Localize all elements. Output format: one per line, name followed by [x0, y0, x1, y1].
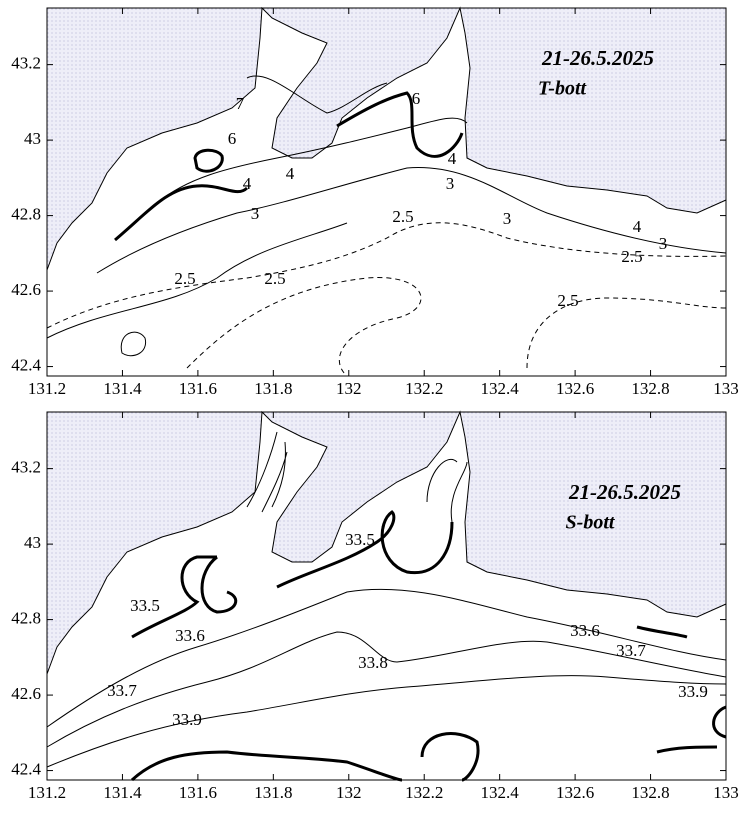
contour-line	[246, 431, 288, 513]
contour-label: 33.8	[358, 653, 388, 672]
x-tick-label: 131.2	[28, 783, 66, 802]
contour-label: 4	[448, 149, 457, 168]
contour-label: 33.9	[678, 682, 708, 701]
contour-line	[420, 732, 480, 782]
contour-line	[46, 675, 727, 768]
y-tick-label: 43	[24, 533, 41, 552]
contour-label: 2.5	[621, 247, 642, 266]
y-tick-label: 42.8	[11, 608, 41, 627]
contour-label: 4	[633, 217, 642, 236]
contour-line	[193, 148, 224, 173]
y-tick-label: 42.6	[11, 684, 41, 703]
contour-line	[46, 222, 348, 339]
contour-label: 4	[243, 174, 252, 193]
map-panel: 33.5 33.6 33.7 33.9 33.8 33.5 33.6 33.7 33.9 21-2…	[11, 410, 739, 802]
land	[46, 6, 727, 271]
contour-line	[46, 631, 727, 748]
panel-title: 21-26.5.2025	[568, 480, 681, 504]
contour-label: 7	[236, 94, 245, 113]
contour-label: 3	[503, 209, 512, 228]
contour-label: 2.5	[174, 269, 195, 288]
x-tick-label: 132.6	[556, 379, 594, 398]
contour-line	[130, 750, 403, 782]
contour-label: 2.5	[557, 291, 578, 310]
x-tick-label: 132.2	[405, 379, 443, 398]
contour-label: 4	[286, 164, 295, 183]
x-tick-label: 133	[713, 783, 739, 802]
y-tick-label: 42.8	[11, 204, 41, 223]
x-tick-label: 131.8	[254, 379, 292, 398]
land	[46, 410, 727, 675]
contour-line	[96, 167, 727, 274]
panel-title: 21-26.5.2025	[541, 46, 654, 70]
x-tick-label: 131.2	[28, 379, 66, 398]
x-tick-label: 132.6	[556, 783, 594, 802]
contour-label: 33.7	[107, 681, 137, 700]
y-tick-label: 43.2	[11, 458, 41, 477]
contour-label: 6	[228, 129, 237, 148]
contour-line	[656, 705, 727, 754]
x-tick-label: 132	[336, 379, 362, 398]
contour-line	[526, 297, 727, 369]
x-tick-label: 131.6	[179, 379, 217, 398]
x-tick-label: 132	[336, 783, 362, 802]
y-tick-label: 42.4	[11, 355, 41, 374]
contour-label: 6	[412, 89, 421, 108]
contour-label: 2.5	[392, 207, 413, 226]
contour-label: 3	[446, 174, 455, 193]
y-tick-label: 43.2	[11, 54, 41, 73]
contour-line	[46, 588, 727, 728]
panel-subtitle: S-bott	[566, 512, 616, 534]
contour-label: 33.9	[172, 710, 202, 729]
contour-line	[276, 510, 454, 589]
contour-label: 3	[659, 234, 668, 253]
x-tick-label: 132.2	[405, 783, 443, 802]
contour-line	[114, 184, 249, 242]
x-tick-label: 132.8	[631, 783, 669, 802]
frame	[46, 411, 727, 781]
contour-label: 2.5	[264, 269, 285, 288]
x-tick-label: 132.8	[631, 379, 669, 398]
x-tick-label: 131.8	[254, 783, 292, 802]
contour-label: 33.6	[175, 626, 205, 645]
contour-line	[186, 277, 422, 377]
contour-line	[131, 555, 217, 639]
x-tick-label: 131.6	[179, 783, 217, 802]
contour-label: 33.6	[570, 621, 600, 640]
contour-line	[636, 625, 688, 639]
contour-line	[200, 555, 238, 614]
contour-label: 3	[251, 204, 260, 223]
y-tick-label: 42.6	[11, 280, 41, 299]
x-tick-label: 132.4	[481, 783, 520, 802]
y-tick-label: 42.4	[11, 759, 41, 778]
x-tick-label: 132.4	[481, 379, 520, 398]
panel-subtitle: T-bott	[538, 78, 588, 100]
x-tick-label: 131.4	[103, 379, 142, 398]
contour-label: 33.5	[130, 596, 160, 615]
x-tick-label: 131.4	[103, 783, 142, 802]
contour-line	[46, 222, 727, 329]
contour-line	[120, 331, 147, 357]
frame	[46, 7, 727, 377]
contour-line	[336, 91, 464, 158]
contour-label: 33.7	[616, 641, 646, 660]
contour-label: 33.5	[345, 530, 375, 549]
contour-line	[156, 117, 468, 204]
x-tick-label: 133	[713, 379, 739, 398]
contour-line	[246, 75, 388, 114]
contour-line	[426, 459, 468, 523]
y-tick-label: 43	[24, 129, 41, 148]
